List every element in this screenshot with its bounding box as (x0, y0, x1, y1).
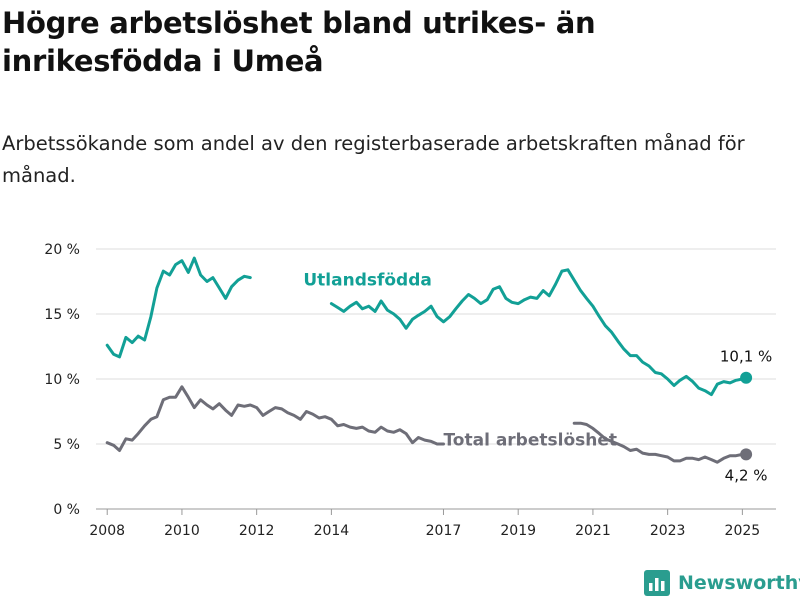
x-tick-label: 2025 (725, 523, 761, 539)
gridlines (96, 248, 776, 510)
x-tick-label: 2021 (575, 523, 611, 539)
y-tick-label: 5 % (53, 437, 80, 453)
y-tick-label: 15 % (44, 307, 80, 323)
brand-name: Newsworthy (678, 572, 800, 594)
y-tick-label: 10 % (44, 372, 80, 388)
series-labels: 10,1 % 4,2 % Utlandsfödda Total arbetslöshe… (303, 270, 772, 484)
x-tick-label: 2023 (650, 523, 686, 539)
series-name-label: Total arbetslöshet (443, 430, 617, 450)
x-tick-label: 2012 (239, 523, 275, 539)
newsworthy-logo[interactable]: Newsworthy (644, 568, 800, 598)
chart-subtitle: Arbetssökande som andel av den registerb… (2, 132, 745, 187)
x-tick-label: 2008 (89, 523, 125, 539)
series-line-0 (105, 256, 748, 397)
series-end-point (740, 371, 753, 384)
x-tick-label: 2017 (426, 523, 462, 539)
x-tick-label: 2019 (500, 523, 536, 539)
x-tick-label: 2010 (164, 523, 200, 539)
bar-chart-logo-icon (644, 570, 670, 596)
y-tick-label: 0 % (53, 502, 80, 518)
chart-title: Högre arbetslöshet bland utrikes- än inr… (2, 6, 596, 78)
series-end-label: 4,2 % (725, 466, 768, 484)
series-name-label: Utlandsfödda (303, 270, 432, 290)
x-tick-label: 2014 (314, 523, 350, 539)
series-end-point (740, 448, 753, 461)
series-end-label: 10,1 % (720, 348, 772, 366)
x-axis: 2008 2010 2012 2014 2017 2019 2021 2023 2025 (89, 509, 760, 539)
series-line-1 (105, 385, 748, 464)
y-tick-label: 20 % (44, 242, 80, 258)
y-axis: 0 % 5 % 10 % 15 % 20 % (44, 242, 80, 518)
series-lines (105, 256, 753, 464)
